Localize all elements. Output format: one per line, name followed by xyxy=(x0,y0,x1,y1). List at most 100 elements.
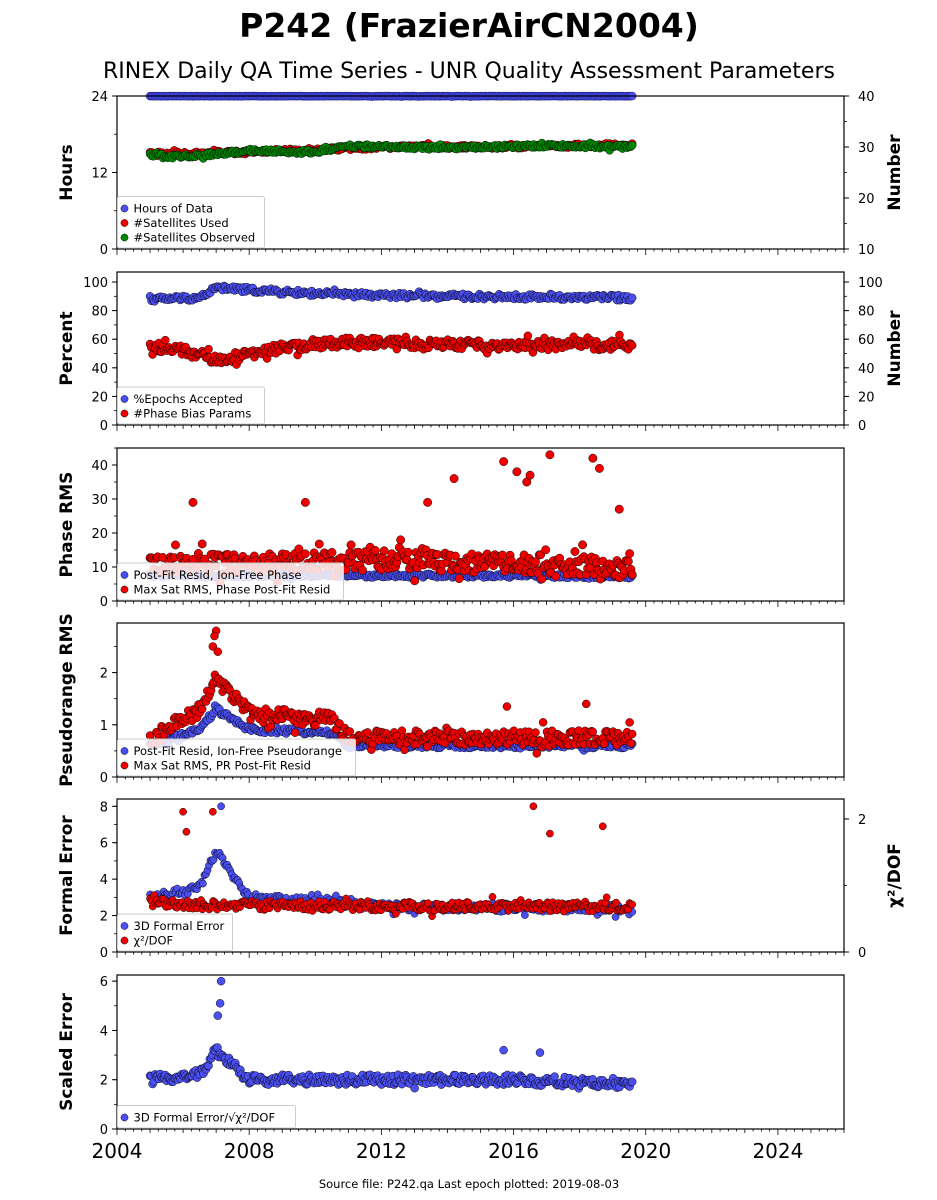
data-point xyxy=(161,335,170,345)
legend-marker xyxy=(120,761,129,770)
y-tick-label: 2 xyxy=(100,667,108,682)
y2-axis-label: Number xyxy=(885,310,905,387)
y-tick-label: 4 xyxy=(100,1024,108,1039)
data-point xyxy=(403,547,413,557)
outlier-point xyxy=(512,467,522,477)
outlier-point xyxy=(502,702,512,711)
data-point xyxy=(370,545,380,555)
data-point xyxy=(314,539,324,549)
outlier-point xyxy=(499,457,509,467)
data-point xyxy=(537,574,547,584)
data-point xyxy=(578,540,587,550)
legend: Hours of Data#Satellites Used#Satellites… xyxy=(117,196,265,249)
outlier-point xyxy=(582,699,591,709)
y-tick-label: 40 xyxy=(91,459,108,474)
y-tick-label: 10 xyxy=(91,561,108,576)
data-point xyxy=(628,900,637,909)
data-point xyxy=(551,571,561,581)
y2-tick-label: 80 xyxy=(858,305,875,320)
y2-tick-label: 20 xyxy=(858,192,875,207)
x-tick-label: 2008 xyxy=(224,1139,275,1163)
outlier-point xyxy=(529,802,538,811)
data-point xyxy=(480,562,490,572)
legend-label: Max Sat RMS, Phase Post-Fit Resid xyxy=(134,583,331,597)
legend-marker xyxy=(120,233,129,242)
y-axis-label: Percent xyxy=(57,311,77,385)
outlier-point xyxy=(546,829,554,838)
x-axis: 2004 2008 2012 2016 2020 2024 xyxy=(92,1139,804,1163)
data-point xyxy=(171,540,180,550)
y2-tick-label: 10 xyxy=(858,243,875,258)
data-point xyxy=(450,551,460,561)
data-point xyxy=(197,704,207,714)
data-point xyxy=(358,565,367,575)
y2-tick-label: 30 xyxy=(858,141,875,156)
data-point xyxy=(602,893,611,902)
legend-marker xyxy=(120,395,129,403)
legend-label: %Epochs Accepted xyxy=(134,392,243,406)
y-tick-label: 8 xyxy=(100,800,108,815)
data-point xyxy=(627,341,637,350)
y2-tick-label: 0 xyxy=(858,419,866,434)
outlier-point xyxy=(614,504,624,514)
data-point xyxy=(627,1077,637,1087)
y-axis-label: Scaled Error xyxy=(57,993,77,1111)
y-axis-label: Hours xyxy=(57,144,77,201)
data-point xyxy=(570,547,580,556)
outlier-point xyxy=(210,631,219,641)
data-point xyxy=(396,535,406,545)
data-point xyxy=(538,718,548,727)
legend: 3D Formal Error/√χ²/DOF xyxy=(117,1105,296,1129)
panel-4: 0 1 2 Pseudorange RMS Post-Fit Resid, Ion-Fr… xyxy=(57,613,845,787)
y-axis-label: Pseudorange RMS xyxy=(57,613,77,787)
x-tick-label: 2024 xyxy=(752,1139,803,1163)
data-point xyxy=(197,539,207,549)
outlier-point xyxy=(595,463,604,473)
outlier-point xyxy=(535,1048,545,1057)
y-tick-label: 24 xyxy=(91,90,108,105)
legend-label: 3D Formal Error xyxy=(134,919,225,933)
data-point xyxy=(497,550,507,560)
panel-4-points xyxy=(145,626,637,758)
legend-box xyxy=(117,386,265,425)
legend-label: χ²/DOF xyxy=(134,934,174,948)
data-point xyxy=(623,556,633,566)
data-point xyxy=(627,570,637,579)
data-point xyxy=(327,548,337,557)
panel-6-points xyxy=(145,976,637,1093)
panel-6: 0 2 4 6 Scaled Error 3D Formal Error/√χ²/DOF xyxy=(57,974,845,1138)
y-tick-label: 20 xyxy=(91,390,108,405)
data-point xyxy=(488,893,497,901)
panel-5-points xyxy=(146,802,637,921)
data-point xyxy=(627,293,637,303)
y-tick-label: 100 xyxy=(83,276,108,291)
outlier-point xyxy=(598,822,607,831)
outlier-point xyxy=(188,497,198,507)
y2-tick-label: 0 xyxy=(858,946,866,961)
data-point xyxy=(199,879,207,888)
outlier-point xyxy=(215,999,225,1008)
chart-subtitle: RINEX Daily QA Time Series - UNR Quality… xyxy=(103,59,835,84)
x-tick-label: 2016 xyxy=(488,1139,539,1163)
legend-marker xyxy=(120,585,129,594)
outlier-point xyxy=(525,470,535,480)
data-point xyxy=(625,718,634,727)
legend-marker xyxy=(120,204,129,213)
y2-axis-label: Number xyxy=(885,134,905,211)
panel-1-points xyxy=(145,91,637,163)
outlier-point xyxy=(213,647,223,656)
outlier-point xyxy=(179,807,187,816)
y-tick-label: 0 xyxy=(100,595,108,610)
data-point xyxy=(410,1083,419,1093)
data-point xyxy=(531,557,540,567)
outlier-point xyxy=(499,1045,508,1055)
data-point xyxy=(410,576,420,586)
y-tick-label: 60 xyxy=(91,333,108,348)
legend: Post-Fit Resid, Ion-Free PseudorangeMax … xyxy=(117,738,356,777)
outlier-point xyxy=(209,807,217,816)
data-point xyxy=(541,545,551,555)
legend-label: Max Sat RMS, PR Post-Fit Resid xyxy=(134,759,311,773)
